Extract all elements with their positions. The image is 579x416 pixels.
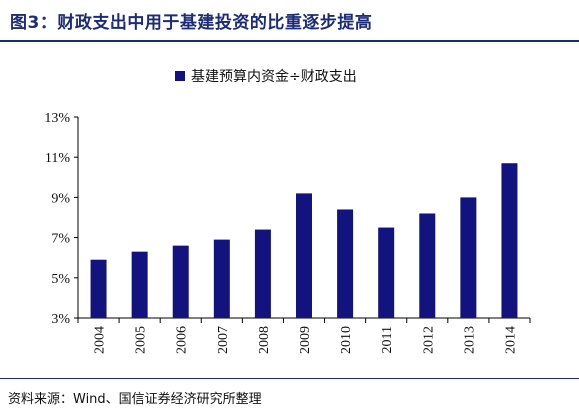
y-tick-label: 5% [51, 272, 70, 287]
x-tick-label: 2012 [421, 326, 436, 354]
x-tick-label: 2013 [462, 326, 477, 354]
legend-swatch [175, 71, 185, 81]
x-tick-label: 2004 [93, 326, 108, 354]
x-tick-label: 2005 [134, 326, 149, 354]
x-tick-label: 2007 [216, 326, 231, 354]
title-divider [0, 40, 579, 42]
bar [378, 227, 395, 318]
bar [131, 251, 148, 318]
bar-chart: 3% 5% 7% 9% 11% 13% 2004 2005 2006 2007 2008 2009 20… [44, 111, 531, 354]
legend: 基建预算内资金÷财政支出 [175, 67, 357, 85]
bar [90, 259, 107, 318]
x-tick-label: 2006 [175, 326, 190, 354]
legend-label: 基建预算内资金÷财政支出 [191, 69, 357, 85]
bar [419, 213, 436, 318]
y-tick-label: 7% [51, 232, 70, 247]
footer-divider [0, 378, 579, 379]
x-tick-label: 2008 [257, 326, 272, 354]
bar [337, 209, 354, 318]
x-tick-label: 2014 [503, 326, 518, 354]
bar [460, 197, 477, 318]
y-tick-label: 3% [51, 312, 70, 327]
bar [296, 193, 312, 318]
y-tick-label: 11% [45, 151, 70, 166]
x-tick-label: 2011 [380, 326, 395, 353]
source-note: 资料来源：Wind、国信证券经济研究所整理 [8, 392, 262, 407]
y-tick-label: 9% [51, 191, 70, 206]
x-tick-label: 2009 [298, 326, 313, 354]
bar [213, 239, 230, 318]
figure-title: 图3：财政支出中用于基建投资的比重逐步提高 [10, 13, 373, 33]
bar [254, 229, 271, 318]
bar [501, 163, 518, 318]
y-tick-label: 13% [44, 111, 70, 126]
x-tick-label: 2010 [339, 326, 354, 354]
bar [172, 245, 189, 318]
